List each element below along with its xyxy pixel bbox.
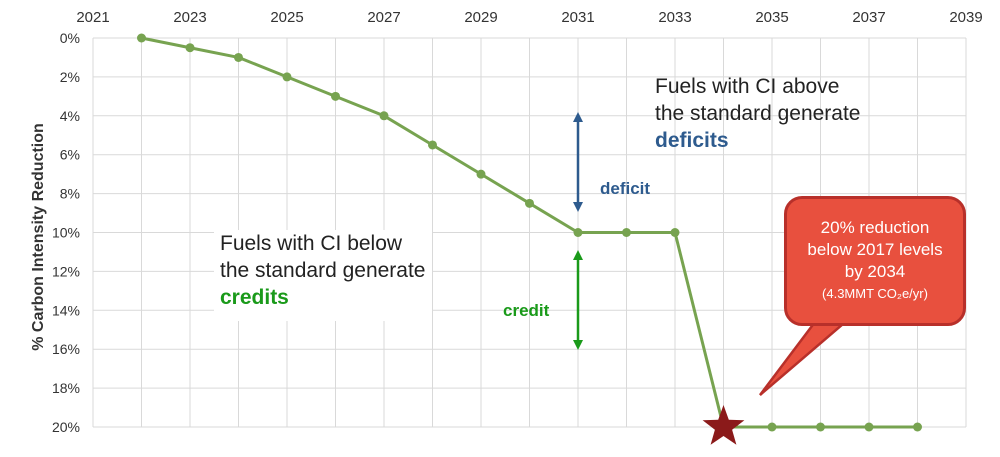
y-tick-label: 16% bbox=[52, 341, 80, 357]
data-point bbox=[282, 72, 292, 82]
data-point bbox=[816, 422, 825, 432]
y-tick-label: 6% bbox=[60, 147, 80, 163]
data-point bbox=[525, 198, 534, 208]
callout-line1: 20% reduction bbox=[820, 218, 930, 237]
data-point bbox=[913, 422, 922, 432]
deficit-arrow bbox=[573, 112, 583, 212]
data-point bbox=[331, 91, 340, 101]
x-axis-ticks: 2021 2023 2025 2027 2029 2031 2033 2035 2037 2039 bbox=[76, 9, 982, 26]
data-point bbox=[767, 422, 777, 432]
deficit-label: deficit bbox=[600, 179, 651, 198]
y-tick-label: 2% bbox=[60, 69, 80, 85]
data-point bbox=[379, 111, 389, 121]
data-point bbox=[234, 52, 243, 62]
x-tick-label: 2039 bbox=[949, 9, 982, 26]
credit-annotation-line2: the standard generate bbox=[220, 259, 426, 282]
x-tick-label: 2021 bbox=[76, 9, 109, 26]
y-tick-label: 0% bbox=[60, 30, 80, 46]
deficit-annotation: Fuels with CI above the standard generat… bbox=[655, 73, 861, 154]
data-point bbox=[670, 228, 680, 237]
y-tick-label: 12% bbox=[52, 263, 80, 279]
deficit-annotation-line2: the standard generate bbox=[655, 102, 861, 125]
y-tick-label: 20% bbox=[52, 419, 80, 435]
x-tick-label: 2037 bbox=[852, 9, 885, 26]
credit-annotation: Fuels with CI below the standard generat… bbox=[214, 230, 432, 321]
data-point bbox=[137, 33, 146, 43]
data-point bbox=[573, 228, 583, 237]
y-axis-ticks: 0% 2% 4% 6% 8% 10% 12% 14% 16% 18% 20% bbox=[52, 30, 80, 435]
x-tick-label: 2027 bbox=[367, 9, 400, 26]
y-tick-label: 18% bbox=[52, 380, 80, 396]
data-point bbox=[428, 140, 437, 150]
y-tick-label: 4% bbox=[60, 108, 80, 124]
deficit-annotation-line1: Fuels with CI above bbox=[655, 75, 840, 98]
data-point bbox=[476, 169, 486, 179]
data-point bbox=[185, 43, 195, 53]
y-axis-label: % Carbon Intensity Reduction bbox=[30, 123, 47, 351]
x-tick-label: 2029 bbox=[464, 9, 497, 26]
y-tick-label: 14% bbox=[52, 302, 80, 318]
y-tick-label: 10% bbox=[52, 225, 80, 241]
x-tick-label: 2023 bbox=[173, 9, 206, 26]
credit-annotation-line1: Fuels with CI below bbox=[220, 232, 403, 255]
data-point bbox=[864, 422, 874, 432]
callout-line3: by 2034 bbox=[844, 262, 906, 281]
series-markers bbox=[137, 33, 922, 432]
x-tick-label: 2025 bbox=[270, 9, 303, 26]
star-marker bbox=[702, 405, 745, 445]
callout-line4: (4.3MMT CO₂e/yr) bbox=[822, 286, 928, 301]
x-tick-label: 2031 bbox=[561, 9, 594, 26]
deficit-annotation-emphasis: deficits bbox=[655, 129, 729, 152]
credit-arrow bbox=[573, 250, 583, 350]
credit-label: credit bbox=[503, 301, 550, 320]
data-point bbox=[622, 228, 631, 237]
x-tick-label: 2033 bbox=[658, 9, 691, 26]
reduction-callout: 20% reduction below 2017 levels by 2034 … bbox=[784, 196, 966, 326]
x-tick-label: 2035 bbox=[755, 9, 788, 26]
callout-pointer bbox=[759, 316, 854, 396]
credit-annotation-emphasis: credits bbox=[220, 286, 289, 309]
callout-line2: below 2017 levels bbox=[807, 240, 943, 259]
y-tick-label: 8% bbox=[60, 186, 80, 202]
